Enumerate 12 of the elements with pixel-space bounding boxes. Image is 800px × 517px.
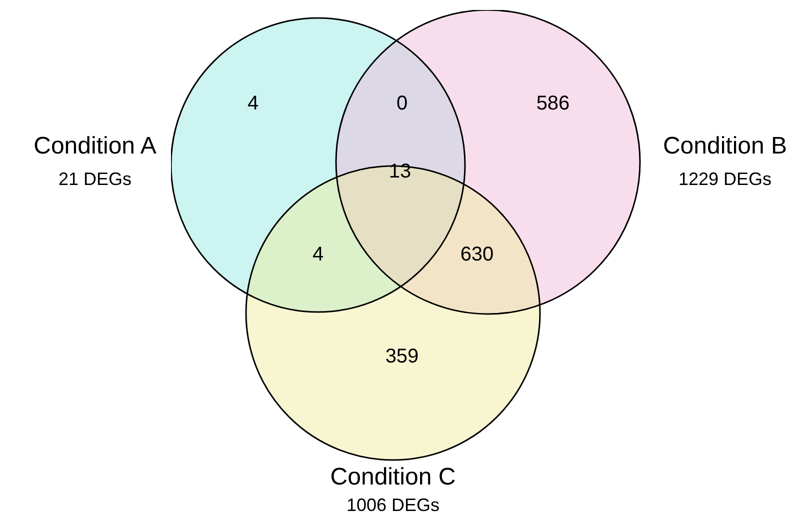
text: 1229 DEGs [678, 168, 772, 189]
text: 1006 DEGs [346, 494, 440, 515]
text: Condition C [330, 464, 456, 491]
data-label: 586 [536, 92, 570, 115]
data-label: 630 [460, 244, 494, 266]
text: Condition B [662, 132, 788, 160]
text: 21 DEGs [58, 168, 132, 189]
data-label: 0 [396, 92, 408, 115]
data-label: 4 [247, 92, 259, 115]
text: Condition A [34, 132, 156, 160]
data-label: 4 [312, 244, 324, 266]
data-label: 359 [385, 346, 419, 368]
